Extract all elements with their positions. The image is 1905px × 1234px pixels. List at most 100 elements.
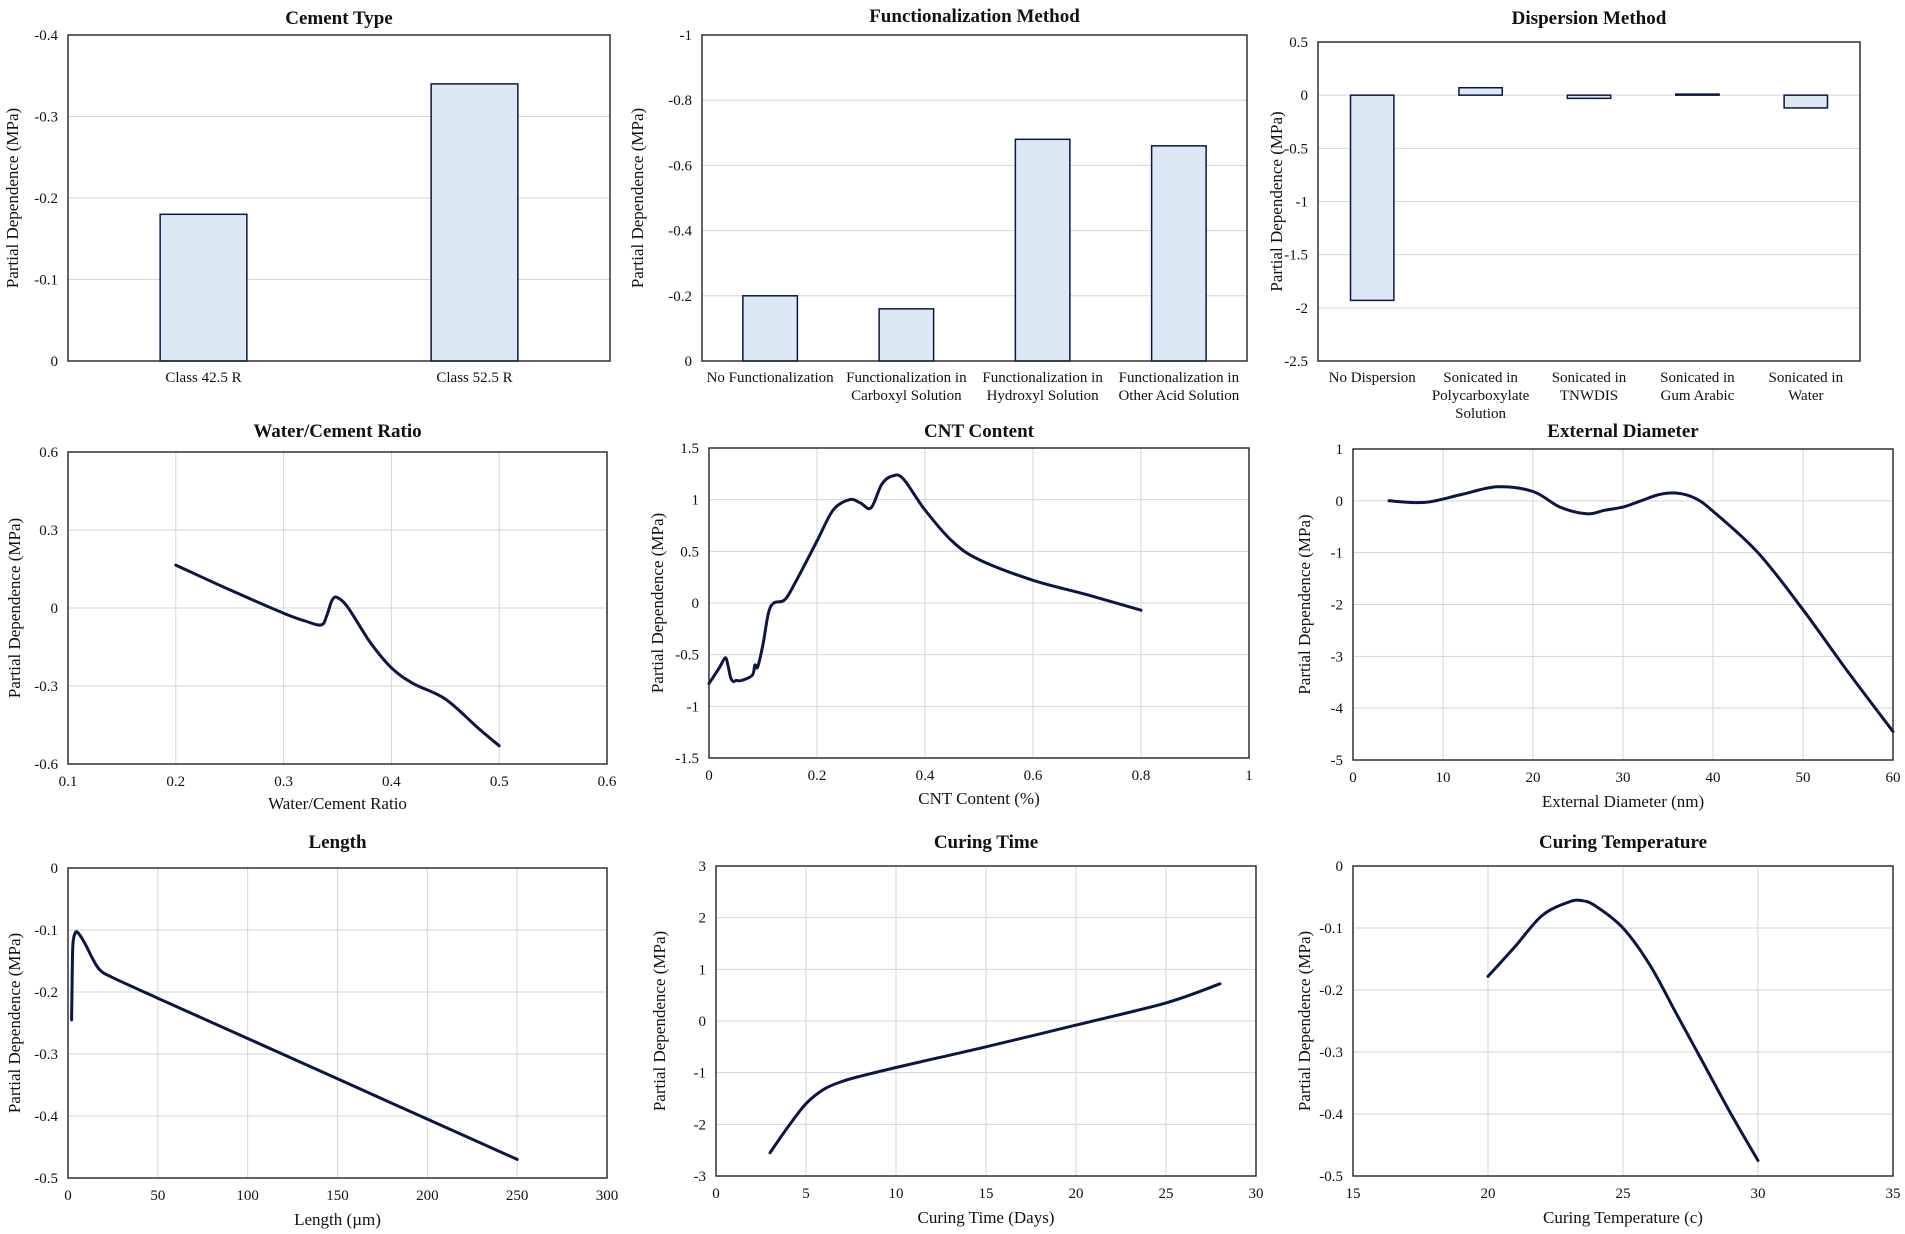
y-axis-label: Partial Dependence (MPa)	[5, 933, 24, 1113]
y-axis-label: Partial Dependence (MPa)	[1295, 931, 1314, 1111]
chart-title: Cement Type	[285, 8, 392, 29]
y-tick-label: 0	[685, 354, 693, 370]
y-tick-label: -0.2	[1319, 983, 1343, 999]
x-axis-label: External Diameter (nm)	[1542, 792, 1704, 811]
chart-title: CNT Content	[924, 421, 1035, 442]
y-tick-label: 0	[51, 601, 59, 617]
plot-area-frame	[67, 451, 608, 765]
x-category-label: Functionalization in	[982, 370, 1103, 386]
plot-area-frame	[1317, 41, 1861, 362]
y-tick-label: -0.5	[1284, 141, 1308, 157]
x-tick-label: 50	[1796, 770, 1811, 786]
plot-area-frame	[701, 34, 1248, 362]
y-axis-label: Partial Dependence (MPa)	[1295, 514, 1314, 694]
x-tick-label: 0.6	[598, 774, 617, 790]
y-tick-label: -0.2	[668, 289, 692, 305]
plot-area-frame	[1352, 448, 1894, 761]
x-category-label: Functionalization in	[846, 370, 967, 386]
bar	[1783, 94, 1829, 109]
y-tick-label: -0.6	[668, 158, 692, 174]
x-tick-label: 10	[889, 1186, 904, 1202]
y-tick-label: -1	[680, 28, 693, 44]
x-category-label: Functionalization in	[1119, 370, 1240, 386]
x-tick-label: 10	[1436, 770, 1451, 786]
y-tick-label: -0.2	[34, 985, 58, 1001]
x-tick-label: 25	[1159, 1186, 1174, 1202]
y-tick-label: -0.1	[34, 923, 58, 939]
chart-title: Curing Time	[934, 832, 1038, 853]
chart-title: External Diameter	[1547, 421, 1699, 442]
y-tick-label: 0.6	[39, 445, 58, 461]
y-tick-label: -5	[1331, 753, 1344, 769]
x-tick-label: 0	[64, 1188, 72, 1204]
x-tick-label: 60	[1886, 770, 1901, 786]
y-tick-label: -0.5	[34, 1171, 58, 1187]
y-tick-label: 3	[699, 859, 707, 875]
y-axis-label: Partial Dependence (MPa)	[1267, 111, 1286, 291]
y-tick-label: -3	[694, 1169, 707, 1185]
plot-area-frame	[67, 867, 608, 1179]
x-tick-label: 30	[1616, 770, 1631, 786]
y-tick-label: -4	[1331, 701, 1344, 717]
bar	[742, 295, 799, 362]
x-tick-label: 15	[979, 1186, 994, 1202]
chart-panel-0: Cement Type -0.4 -0.3 -0.2 -0.1 0 Partial Depe…	[3, 8, 611, 386]
x-tick-label: 0.2	[166, 774, 185, 790]
y-tick-label: -0.4	[668, 224, 692, 240]
x-axis-label: Water/Cement Ratio	[268, 794, 407, 813]
x-category-label: Sonicated in	[1769, 370, 1844, 386]
y-tick-label: -0.6	[34, 757, 58, 773]
x-axis-label: Curing Temperature (c)	[1543, 1208, 1703, 1227]
y-tick-label: 0	[51, 861, 59, 877]
x-axis-label: CNT Content (%)	[918, 789, 1040, 808]
bar	[1014, 138, 1071, 362]
x-category-label: Water	[1788, 388, 1823, 404]
x-tick-label: 0.2	[808, 768, 827, 784]
y-tick-label: -1	[687, 699, 700, 715]
chart-panel-3: Water/Cement Ratio 0.6 0.3 0 -0.3 -0.6 Partial…	[5, 421, 617, 813]
y-axis-label: Partial Dependence (MPa)	[3, 108, 22, 288]
chart-title: Length	[308, 832, 367, 853]
y-tick-label: -3	[1331, 649, 1344, 665]
y-tick-label: -0.5	[675, 648, 699, 664]
chart-title: Water/Cement Ratio	[253, 421, 421, 442]
y-tick-label: 0.5	[680, 544, 699, 560]
y-tick-label: 0	[1336, 494, 1344, 510]
y-tick-label: -0.1	[34, 273, 58, 289]
y-tick-label: -0.5	[1319, 1169, 1343, 1185]
x-category-label: Class 42.5 R	[165, 370, 241, 386]
x-tick-label: 35	[1886, 1186, 1901, 1202]
x-tick-label: 150	[326, 1188, 349, 1204]
x-tick-label: 250	[506, 1188, 529, 1204]
y-tick-label: -2	[694, 1117, 707, 1133]
y-tick-label: -0.4	[34, 1109, 58, 1125]
x-tick-label: 40	[1706, 770, 1721, 786]
x-tick-label: 100	[236, 1188, 259, 1204]
series-line	[768, 982, 1222, 1155]
y-tick-label: -0.3	[1319, 1045, 1343, 1061]
y-tick-label: -1.5	[1284, 248, 1308, 264]
x-axis-label: Length (µm)	[294, 1210, 381, 1229]
x-tick-label: 0	[1349, 770, 1357, 786]
y-tick-label: 0	[692, 596, 700, 612]
chart-panel-2: Dispersion Method 0.5 0 -0.5 -1 -1.5 -2 -2.5 Par…	[1267, 8, 1861, 422]
x-tick-label: 20	[1526, 770, 1541, 786]
y-tick-label: -2	[1296, 301, 1309, 317]
plot-area-frame	[715, 865, 1257, 1177]
y-tick-label: -2.5	[1284, 354, 1308, 370]
chart-title: Functionalization Method	[869, 6, 1080, 27]
x-tick-label: 30	[1249, 1186, 1264, 1202]
x-category-label: Sonicated in	[1552, 370, 1627, 386]
y-tick-label: -0.1	[1319, 921, 1343, 937]
series-line	[70, 930, 519, 1161]
bar	[159, 213, 248, 362]
series-line	[1486, 898, 1760, 1162]
x-category-label: Carboxyl Solution	[851, 388, 962, 404]
bar	[1349, 94, 1395, 302]
x-tick-label: 50	[150, 1188, 165, 1204]
y-tick-label: 0	[699, 1014, 707, 1030]
y-axis-label: Partial Dependence (MPa)	[648, 513, 667, 693]
y-tick-label: 1	[692, 493, 700, 509]
y-tick-label: -0.3	[34, 679, 58, 695]
